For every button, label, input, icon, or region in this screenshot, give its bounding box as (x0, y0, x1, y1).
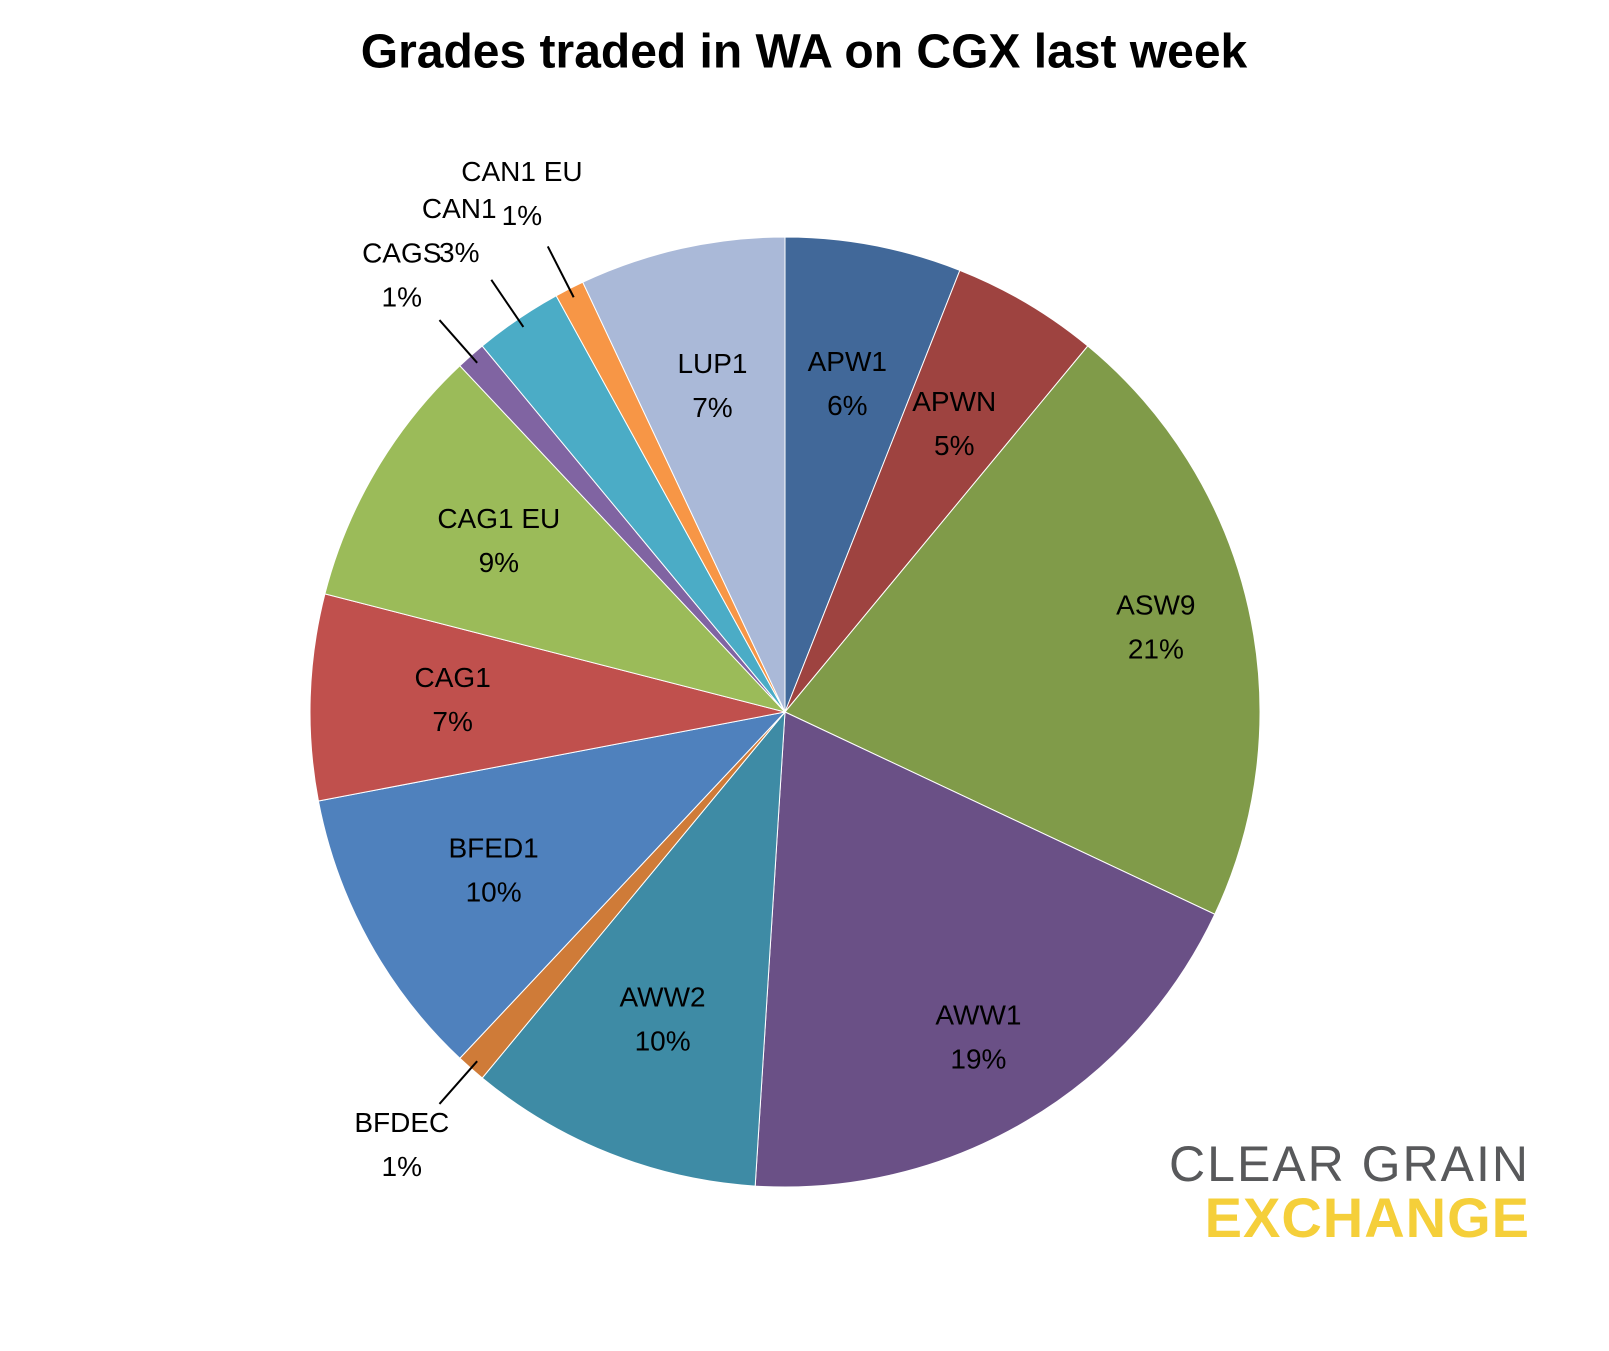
logo-line1: CLEAR GRAIN (1169, 1136, 1530, 1192)
leader-line (438, 1060, 478, 1105)
data-label-name: BFED1 (449, 833, 539, 864)
leader-line (490, 279, 525, 328)
data-label-name: CAN1 EU (461, 156, 582, 187)
data-label-value: 3% (439, 237, 479, 268)
data-label-name: AWW2 (620, 982, 706, 1013)
data-label-name: APWN (912, 386, 996, 417)
data-label-value: 19% (950, 1043, 1006, 1074)
data-label-name: CAG1 EU (437, 503, 560, 534)
data-label-name: ASW9 (1116, 589, 1195, 620)
data-label-value: 9% (479, 547, 519, 578)
data-label-value: 1% (382, 1151, 422, 1182)
data-label-name: AWW1 (935, 999, 1021, 1030)
data-label-name: CAN1 (422, 193, 497, 224)
pie-slice (784, 236, 961, 713)
pie-slice (754, 711, 1216, 1188)
data-label-name: CAG1 (415, 662, 491, 693)
data-label-value: 1% (502, 200, 542, 231)
data-label-name: CAGS (362, 238, 441, 269)
chart-title: Grades traded in WA on CGX last week (361, 26, 1248, 79)
pie-slice (784, 345, 1261, 915)
pie-slice (481, 710, 786, 1187)
data-label-name: APW1 (808, 346, 887, 377)
pie-slice (317, 711, 787, 1059)
pie-slice (324, 365, 787, 713)
pie-slice (582, 236, 786, 713)
data-label-value: 7% (692, 392, 732, 423)
data-label-value: 10% (466, 877, 522, 908)
data-label-value: 10% (635, 1026, 691, 1057)
data-label-value: 6% (827, 390, 867, 421)
leader-line (438, 319, 478, 364)
data-label-value: 5% (934, 430, 974, 461)
data-label-value: 1% (382, 282, 422, 313)
data-label-value: 7% (432, 706, 472, 737)
data-label-name: LUP1 (677, 348, 747, 379)
leader-line (546, 245, 575, 298)
pie-slice (309, 593, 786, 802)
data-label-value: 21% (1128, 633, 1184, 664)
data-label-name: BFDEC (354, 1107, 449, 1138)
pie-slice (784, 269, 1089, 713)
logo-line2: EXCHANGE (1205, 1186, 1530, 1249)
